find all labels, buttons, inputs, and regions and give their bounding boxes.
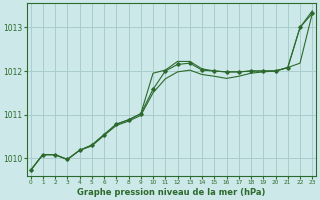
X-axis label: Graphe pression niveau de la mer (hPa): Graphe pression niveau de la mer (hPa) — [77, 188, 266, 197]
